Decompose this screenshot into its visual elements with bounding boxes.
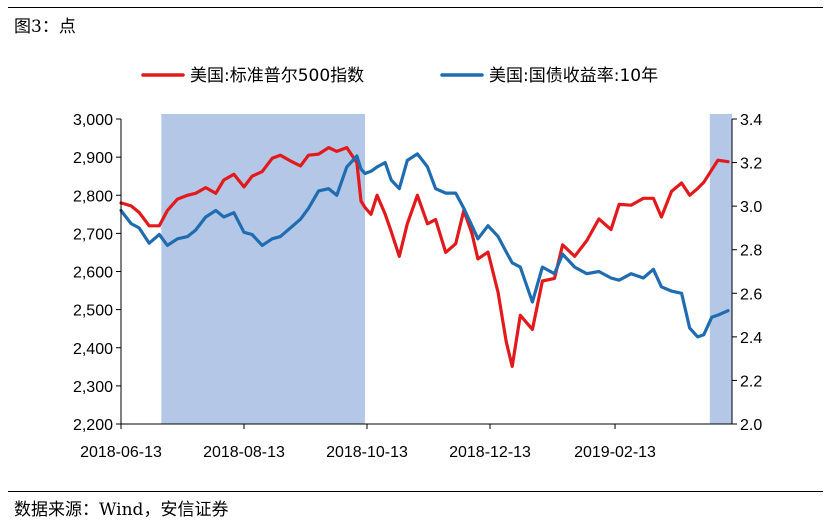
- y-right-tick-label: 2.4: [740, 330, 762, 347]
- y-left-tick-label: 2,600: [73, 265, 113, 282]
- shaded-periods: [161, 114, 732, 424]
- y-left-tick-label: 3,000: [73, 112, 113, 129]
- shaded-period-0: [161, 114, 365, 424]
- legend: 美国:标准普尔500指数 美国:国债收益率:10年: [141, 66, 658, 86]
- x-tick-label: 2018-12-13: [449, 444, 531, 461]
- y-left-tick-label: 2,800: [73, 188, 113, 205]
- y-right-tick-label: 2.0: [740, 417, 762, 434]
- source-note: 数据来源：Wind，安信证券: [14, 500, 229, 520]
- x-tick-label: 2018-08-13: [203, 444, 285, 461]
- legend-label-1: 美国:国债收益率:10年: [489, 66, 658, 86]
- top-rule: [8, 7, 823, 8]
- y-left-tick-label: 2,300: [73, 379, 113, 396]
- y-left-tick-label: 2,700: [73, 226, 113, 243]
- figure-title: 图3：点: [14, 17, 76, 37]
- y-right-tick-label: 2.6: [740, 286, 762, 303]
- y-left-tick-label: 2,500: [73, 303, 113, 320]
- x-tick-label: 2018-10-13: [326, 444, 408, 461]
- y-right-tick-label: 3.4: [740, 112, 762, 129]
- y-left-tick-label: 2,900: [73, 150, 113, 167]
- y-left-tick-label: 2,400: [73, 341, 113, 358]
- x-tick-label: 2018-06-13: [80, 444, 162, 461]
- y-left-tick-label: 2,200: [73, 417, 113, 434]
- y-right-tick-label: 2.8: [740, 243, 762, 260]
- series-lines: [119, 146, 730, 368]
- y-right-tick-label: 3.0: [740, 199, 762, 216]
- x-tick-label: 2019-02-13: [574, 444, 656, 461]
- axes: 2,200 2,300 2,400 2,500 2,600 2,700 2,800 2,900…: [73, 112, 762, 461]
- bottom-rule: [8, 491, 823, 492]
- series-line-1: [119, 152, 730, 339]
- y-right-tick-label: 3.2: [740, 156, 762, 173]
- y-right-tick-label: 2.2: [740, 373, 762, 390]
- shaded-period-1: [709, 114, 732, 424]
- legend-label-0: 美国:标准普尔500指数: [190, 66, 364, 86]
- series-line-0: [119, 146, 730, 368]
